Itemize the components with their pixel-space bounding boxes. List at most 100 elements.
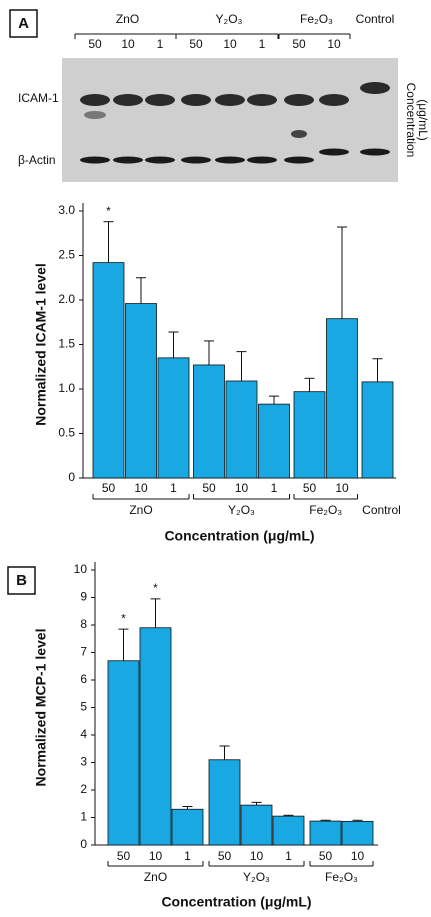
- blot-band: [284, 94, 314, 106]
- x-tick-label: 10: [250, 849, 264, 863]
- y-tick-label: 1: [80, 810, 87, 824]
- blot-band: [113, 157, 143, 164]
- bar: [140, 628, 171, 845]
- y-tick-label: 6: [80, 672, 87, 686]
- bar: [126, 304, 157, 478]
- y-tick-label: 2.5: [58, 248, 75, 262]
- bar: [327, 319, 358, 478]
- blot-band: [360, 82, 390, 94]
- group-label: Control: [356, 12, 395, 26]
- x-tick-label: 50: [303, 481, 317, 495]
- panel-label: A: [18, 15, 29, 32]
- group-label: Fe₂O₃: [325, 870, 358, 884]
- x-tick-label: 1: [184, 849, 191, 863]
- group-label: Y₂O₃: [216, 12, 243, 26]
- y-tick-label: 4: [80, 727, 87, 741]
- group-label: ZnO: [129, 503, 152, 517]
- figure: A B ZnO50101Y₂O₃50101Fe₂O₃5010ControlICA…: [0, 0, 431, 917]
- blot-band: [247, 157, 277, 164]
- blot-band: [247, 94, 277, 106]
- x-tick-label: 50: [319, 849, 333, 863]
- y-tick-label: 0: [68, 470, 75, 484]
- group-label: Fe₂O₃: [300, 12, 333, 26]
- x-tick-label: 50: [117, 849, 131, 863]
- y-tick-label: 9: [80, 590, 87, 604]
- group-label: ZnO: [144, 870, 167, 884]
- bar: [209, 760, 240, 845]
- bar: [158, 358, 189, 478]
- concentration-label: 10: [223, 37, 237, 51]
- blot-band: [215, 94, 245, 106]
- blot-band: [215, 157, 245, 164]
- row-label: β-Actin: [18, 153, 56, 167]
- blot-band: [181, 94, 211, 106]
- y-tick-label: 8: [80, 617, 87, 631]
- y-axis-label: Normalized MCP-1 level: [33, 629, 49, 787]
- bar: [194, 365, 225, 478]
- bar: [241, 805, 272, 845]
- bar: [310, 821, 341, 845]
- y-tick-label: 1.0: [58, 381, 75, 395]
- concentration-label: 1: [157, 37, 164, 51]
- bar: [342, 821, 373, 845]
- y-tick-label: 7: [80, 645, 87, 659]
- bar: [93, 263, 124, 478]
- bar: [226, 381, 257, 478]
- bar: [294, 392, 325, 478]
- blot-band: [291, 130, 307, 138]
- x-axis-label: Concentration (μg/mL): [161, 894, 311, 910]
- blot-band: [113, 94, 143, 106]
- x-tick-label: 1: [285, 849, 292, 863]
- x-tick-label: 50: [102, 481, 116, 495]
- significance-marker: *: [153, 581, 158, 595]
- group-label: Fe₂O₃: [309, 503, 342, 517]
- bar: [259, 404, 290, 478]
- x-tick-label: 10: [351, 849, 365, 863]
- panel-label: B: [16, 572, 27, 589]
- bar: [273, 816, 304, 845]
- x-axis-label: Concentration (μg/mL): [164, 528, 314, 544]
- y-tick-label: 10: [74, 562, 88, 576]
- y-tick-label: 1.5: [58, 337, 75, 351]
- y-axis-label: Normalized ICAM-1 level: [33, 263, 49, 426]
- y-tick-label: 2.0: [58, 292, 75, 306]
- blot-band: [284, 157, 314, 164]
- y-tick-label: 3: [80, 755, 87, 769]
- blot-band: [319, 149, 349, 156]
- x-tick-label: 50: [202, 481, 216, 495]
- concentration-label: 10: [327, 37, 341, 51]
- y-tick-label: 0: [80, 837, 87, 851]
- y-tick-label: 3.0: [58, 203, 75, 217]
- significance-marker: *: [121, 611, 126, 625]
- blot-band: [181, 157, 211, 164]
- y-tick-label: 0.5: [58, 426, 75, 440]
- side-label: (μg/mL): [416, 99, 430, 141]
- blot-band: [80, 94, 110, 106]
- blot-band: [319, 94, 349, 106]
- bar: [362, 382, 393, 478]
- concentration-label: 1: [259, 37, 266, 51]
- x-tick-label: 1: [170, 481, 177, 495]
- group-label: ZnO: [116, 12, 139, 26]
- blot-band: [145, 157, 175, 164]
- y-tick-label: 2: [80, 782, 87, 796]
- x-tick-label: 10: [149, 849, 163, 863]
- concentration-label: 50: [189, 37, 203, 51]
- bar: [172, 809, 203, 845]
- concentration-label: 50: [292, 37, 306, 51]
- x-tick-label: 10: [235, 481, 249, 495]
- x-tick-label: 50: [218, 849, 232, 863]
- group-label: Control: [362, 503, 401, 517]
- concentration-label: 10: [121, 37, 135, 51]
- x-tick-label: 1: [271, 481, 278, 495]
- blot-band: [84, 111, 106, 119]
- blot-band: [360, 149, 390, 156]
- concentration-label: 50: [88, 37, 102, 51]
- row-label: ICAM-1: [18, 91, 59, 105]
- side-label: Concentration: [404, 83, 418, 158]
- x-tick-label: 10: [134, 481, 148, 495]
- blot-band: [80, 157, 110, 164]
- bar: [108, 661, 139, 845]
- y-tick-label: 5: [80, 700, 87, 714]
- group-label: Y₂O₃: [243, 870, 270, 884]
